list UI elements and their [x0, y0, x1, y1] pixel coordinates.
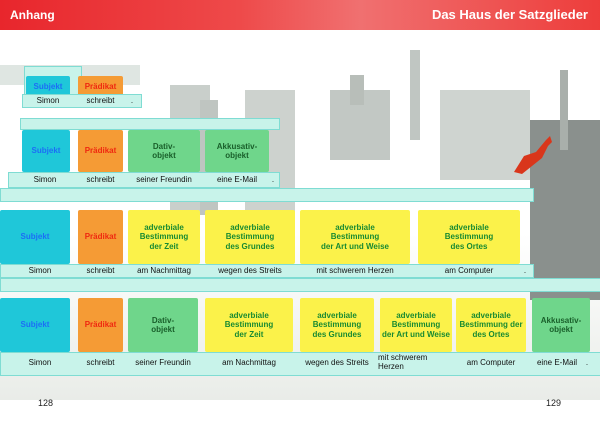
row4-period: .: [585, 357, 589, 367]
row3-word-time: am Nachmittag: [137, 265, 191, 275]
row3-word-subject: Simon: [28, 265, 52, 275]
row1-subject-cell: Subjekt: [26, 76, 70, 98]
row2-subject-cell: Subjekt: [22, 130, 70, 172]
row4-word-predicate: schreibt: [86, 357, 115, 367]
page-title: Das Haus der Satzglieder: [431, 7, 588, 22]
row2-word-dative: seiner Freundin: [136, 174, 192, 184]
row2-period: .: [271, 174, 275, 184]
section-label: Anhang: [10, 8, 55, 22]
row4-adverbial-time-cell: adverbiale Bestimmung der Zeit: [205, 298, 293, 352]
row4-word-subject: Simon: [28, 357, 52, 367]
page-number-right: 129: [546, 398, 562, 408]
row3-adverbial-manner-cell: adverbiale Bestimmung der Art und Weise: [300, 210, 410, 264]
row2-accusative-object-cell: Akkusativ- objekt: [205, 130, 269, 172]
row3-word-place: am Computer: [444, 265, 494, 275]
row4-word-dative: seiner Freundin: [135, 357, 191, 367]
row3-adverbial-place-cell: adverbiale Bestimmung des Ortes: [418, 210, 520, 264]
row2-word-strip: [8, 172, 280, 188]
row3-subject-cell: Subjekt: [0, 210, 70, 264]
row2-dative-object-cell: Dativ- objekt: [128, 130, 200, 172]
row3-word-manner: mit schwerem Herzen: [316, 265, 394, 275]
row4-word-reason: wegen des Streits: [305, 357, 369, 367]
row2-top-band: [20, 118, 280, 130]
cat-illustration: [514, 136, 552, 174]
row3-period: .: [523, 265, 527, 275]
row4-word-place: am Computer: [466, 357, 516, 367]
row4-word-accusative: eine E-Mail: [536, 357, 577, 367]
row3-word-strip: [0, 264, 534, 278]
row4-subject-cell: Subjekt: [0, 298, 70, 352]
row4-word-strip: [0, 352, 600, 376]
row3-adverbial-reason-cell: adverbiale Bestimmung des Grundes: [205, 210, 295, 264]
row1-word-predicate: schreibt: [86, 95, 115, 105]
row2-predicate-cell: Prädikat: [78, 130, 123, 172]
row3-word-reason: wegen des Streits: [218, 265, 282, 275]
row2-word-accusative: eine E-Mail: [216, 174, 257, 184]
row1-predicate-cell: Prädikat: [78, 76, 123, 98]
row2-word-predicate: schreibt: [86, 174, 115, 184]
page-header: [0, 0, 600, 30]
row4-dative-object-cell: Dativ- objekt: [128, 298, 198, 352]
row3-predicate-cell: Prädikat: [78, 210, 123, 264]
row4-accusative-object-cell: Akkusativ- objekt: [532, 298, 590, 352]
row4-top-band: [0, 278, 600, 292]
row4-word-manner: mit schwerem Herzen: [378, 353, 428, 371]
row4-word-time: am Nachmittag: [222, 357, 276, 367]
row4-adverbial-manner-cell: adverbiale Bestimmung der Art und Weise: [380, 298, 452, 352]
row1-word-strip: [22, 94, 142, 108]
row2-word-subject: Simon: [33, 174, 57, 184]
row1-period: .: [130, 95, 134, 105]
row4-predicate-cell: Prädikat: [78, 298, 123, 352]
page-number-left: 128: [38, 398, 54, 408]
row3-word-predicate: schreibt: [86, 265, 115, 275]
row4-adverbial-place-cell: adverbiale Bestimmung der des Ortes: [456, 298, 526, 352]
row4-adverbial-reason-cell: adverbiale Bestimmung des Grundes: [300, 298, 374, 352]
row3-adverbial-time-cell: adverbiale Bestimmung der Zeit: [128, 210, 200, 264]
row1-word-subject: Simon: [36, 95, 60, 105]
row3-top-band: [0, 188, 534, 202]
